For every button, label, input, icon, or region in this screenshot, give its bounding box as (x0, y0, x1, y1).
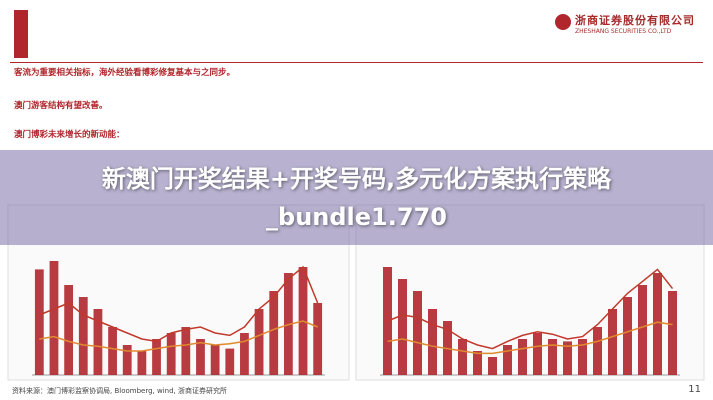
bar (623, 297, 632, 375)
accent-bar (14, 10, 28, 58)
bullet-text: 澳门游客结构有望改善。 (14, 101, 108, 111)
bar (458, 339, 467, 375)
bar (668, 291, 677, 375)
bar (49, 261, 59, 375)
bar (638, 285, 647, 375)
bar (608, 309, 617, 375)
bar (93, 309, 103, 375)
bar (313, 303, 323, 375)
bar (34, 269, 44, 375)
bar (593, 327, 602, 375)
bar (473, 351, 482, 375)
overlay-band (0, 150, 713, 245)
bar (269, 291, 279, 375)
line-series (387, 321, 673, 355)
bar (210, 345, 220, 375)
line-series (39, 320, 318, 352)
bullet-list: 客流为重要相关指标，海外经验看博彩修复基本与之同步。 澳门游客结构有望改善。 澳… (14, 66, 694, 147)
bar (240, 333, 249, 375)
bar (548, 339, 557, 375)
bar (518, 339, 527, 375)
page-number: 11 (688, 384, 701, 395)
bar (488, 357, 497, 375)
logo-icon (555, 14, 571, 30)
bar (563, 341, 572, 375)
bar (152, 339, 161, 375)
source-note: 资料来源：澳门博彩监察协调局, Bloomberg, wind, 浙商证券研究所 (12, 387, 227, 395)
bar (196, 339, 205, 375)
bullet-text: 客流为重要相关指标，海外经验看博彩修复基本与之同步。 (14, 68, 236, 78)
bullet: 澳门博彩未来增长的新动能： (14, 128, 694, 143)
bar (137, 351, 147, 375)
bar (254, 309, 264, 375)
bar (64, 285, 74, 375)
company-name-en: ZHESHANG SECURITIES CO.,LTD (575, 28, 672, 35)
bar (78, 297, 88, 375)
logo: 浙商证券股份有限公司 ZHESHANG SECURITIES CO.,LTD (555, 12, 695, 35)
bar (181, 327, 191, 375)
bullet-text: 澳门博彩未来增长的新动能： (14, 130, 125, 140)
bar (428, 309, 437, 375)
overlay-title: 新澳门开奖结果+开奖号码,多元化方案执行策略_bundle1.770 (101, 165, 612, 231)
bar (413, 291, 422, 375)
bar (108, 327, 117, 375)
bullet: 澳门游客结构有望改善。 (14, 99, 694, 114)
bullet: 客流为重要相关指标，海外经验看博彩修复基本与之同步。 (14, 66, 694, 81)
bar (503, 345, 512, 375)
divider (10, 62, 703, 63)
bar (122, 345, 132, 375)
line-series (39, 265, 319, 343)
bar (653, 273, 662, 375)
bar (578, 339, 587, 375)
bar (398, 279, 407, 375)
line-series (387, 268, 674, 350)
bar (166, 333, 176, 375)
bar (225, 348, 235, 375)
company-name: 浙商证券股份有限公司 (575, 14, 695, 27)
bar (533, 333, 542, 375)
